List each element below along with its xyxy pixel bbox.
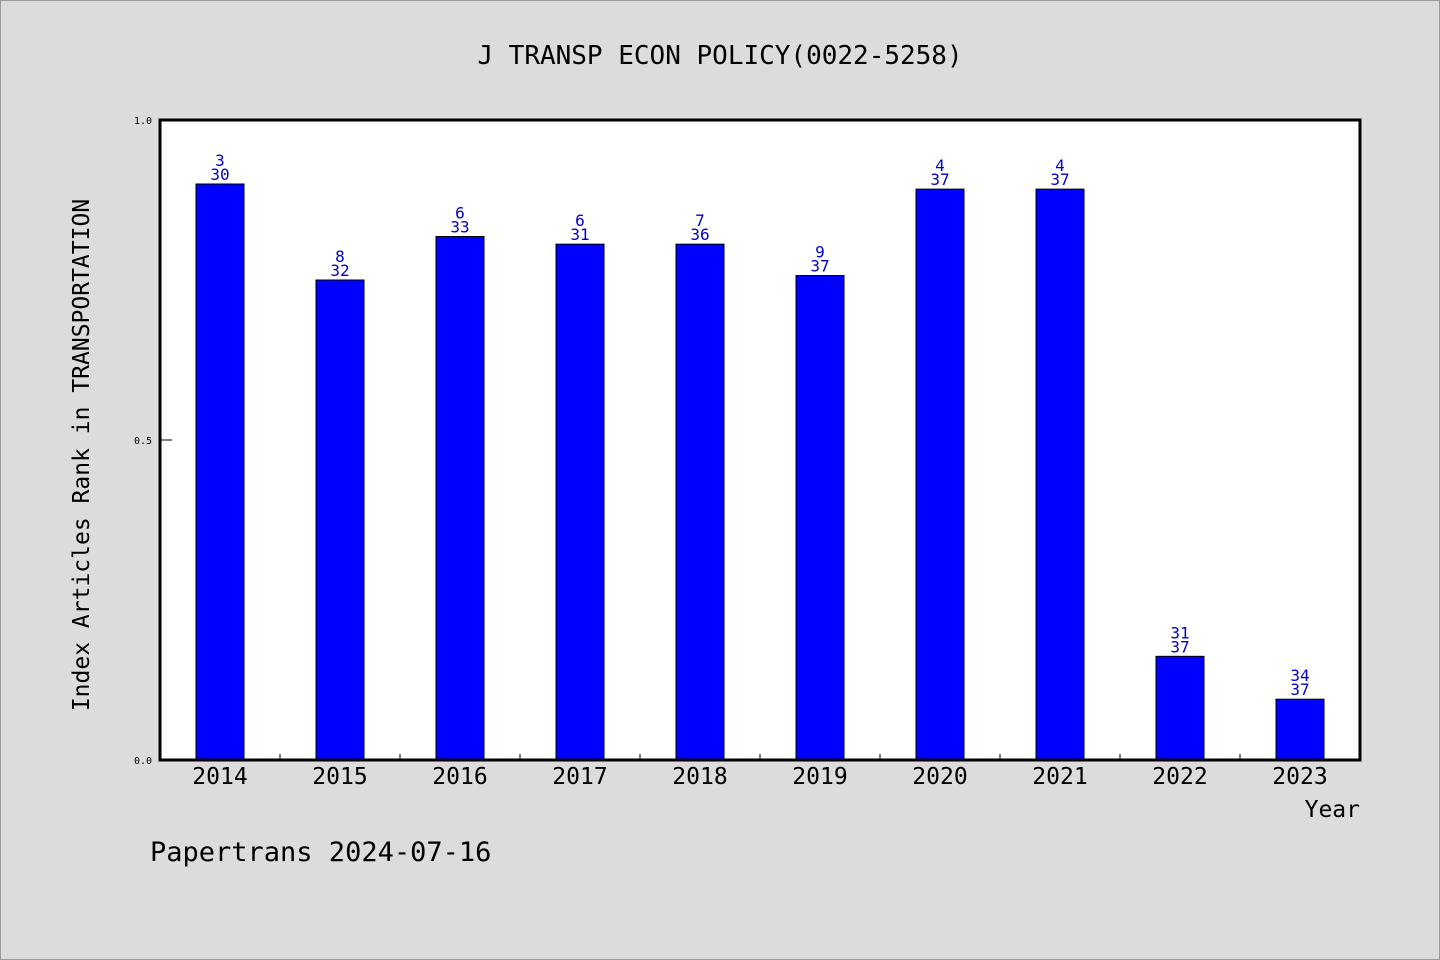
bar-2015 <box>315 279 365 761</box>
y-tick-label: 0.0 <box>134 756 152 767</box>
data-label-total: 37 <box>1170 637 1189 656</box>
x-tick-label: 2015 <box>312 764 367 790</box>
y-axis-label: Index Articles Rank in TRANSPORTATION <box>69 199 95 711</box>
x-tick-label: 2019 <box>792 764 847 790</box>
bar-2021 <box>1035 188 1085 761</box>
x-tick-label: 2021 <box>1032 764 1087 790</box>
data-label-total: 31 <box>570 225 589 244</box>
x-tick-label: 2016 <box>432 764 487 790</box>
x-tick-label: 2018 <box>672 764 727 790</box>
x-axis-tick-labels: 2014 2015 2016 2017 2018 2019 2020 2021 2022 2023 <box>192 764 1327 790</box>
data-label-rank: 3 <box>215 151 225 170</box>
bar-2014 <box>195 183 245 761</box>
bar-2022 <box>1155 655 1205 761</box>
data-label-total: 37 <box>1290 680 1309 699</box>
y-tick-label: 1.0 <box>134 116 152 127</box>
x-axis-ticks <box>279 754 1241 760</box>
data-label-rank: 6 <box>575 211 585 230</box>
data-label-total: 32 <box>330 261 349 280</box>
bar-2020 <box>915 188 965 761</box>
data-label-total: 36 <box>690 225 709 244</box>
data-label-rank: 6 <box>455 203 465 222</box>
bar-2023 <box>1275 698 1325 761</box>
chart-title: J TRANSP ECON POLICY(0022-5258) <box>477 41 962 71</box>
bar-2018 <box>675 243 725 761</box>
x-tick-label: 2020 <box>912 764 967 790</box>
data-label-rank: 4 <box>935 156 945 175</box>
bars-group <box>195 183 1325 761</box>
data-label-rank: 4 <box>1055 156 1065 175</box>
x-tick-label: 2022 <box>1152 764 1207 790</box>
x-axis-label: Year <box>1305 797 1360 823</box>
data-label-rank: 9 <box>815 243 825 262</box>
x-tick-label: 2023 <box>1272 764 1327 790</box>
data-label-rank: 34 <box>1290 666 1309 685</box>
data-label-total: 37 <box>1050 170 1069 189</box>
y-axis-ticks: 0.0 0.5 1.0 <box>134 116 172 767</box>
footer-source-date: Papertrans 2024-07-16 <box>150 837 491 868</box>
data-label-rank: 7 <box>695 211 705 230</box>
data-label-total: 30 <box>210 165 229 184</box>
y-tick-label: 0.5 <box>134 436 152 447</box>
data-label-rank: 8 <box>335 247 345 266</box>
data-label-total: 37 <box>810 257 829 276</box>
x-tick-label: 2014 <box>192 764 247 790</box>
bar-2017 <box>555 243 605 761</box>
bar-2019 <box>795 275 845 761</box>
x-tick-label: 2017 <box>552 764 607 790</box>
data-label-total: 33 <box>450 217 469 236</box>
data-label-total: 37 <box>930 170 949 189</box>
bar-2016 <box>435 235 485 761</box>
data-label-rank: 31 <box>1170 623 1189 642</box>
